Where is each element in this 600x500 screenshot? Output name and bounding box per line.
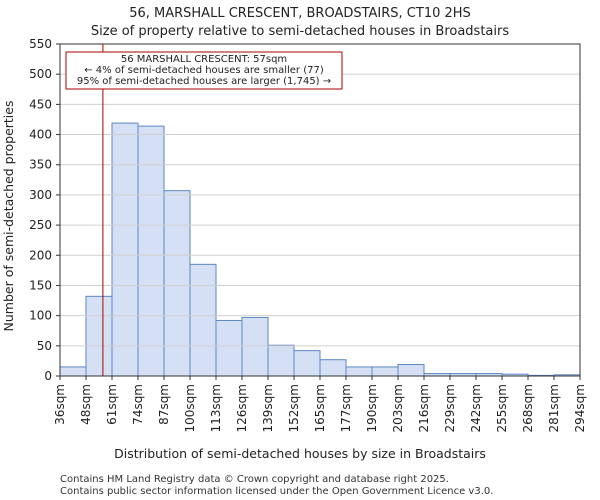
histogram-bar — [345, 366, 373, 377]
histogram-bar — [371, 366, 399, 377]
x-axis-label: Distribution of semi-detached houses by … — [114, 446, 486, 461]
y-tick-label: 450 — [29, 97, 52, 111]
x-tick-label: 113sqm — [209, 384, 223, 432]
histogram-bar — [189, 263, 217, 377]
y-tick-label: 50 — [37, 339, 52, 353]
annotation-box — [65, 51, 343, 90]
histogram-bar — [215, 319, 243, 377]
x-tick-label: 190sqm — [365, 384, 379, 432]
x-tick-label: 216sqm — [417, 384, 431, 432]
histogram-bar — [111, 122, 139, 377]
annotation-line-1: 56 MARSHALL CRESCENT: 57sqm — [121, 54, 287, 65]
bars-group — [59, 122, 581, 377]
x-tick-label: 268sqm — [521, 384, 535, 432]
annotation-line-3: 95% of semi-detached houses are larger (… — [77, 76, 331, 87]
chart-subtitle: Size of property relative to semi-detach… — [91, 24, 509, 39]
histogram-bar — [267, 344, 295, 377]
x-tick-label: 203sqm — [391, 384, 405, 432]
annotation-line-2: ← 4% of semi-detached houses are smaller… — [84, 65, 324, 76]
x-tick-label: 152sqm — [287, 384, 301, 432]
x-tick-label: 255sqm — [495, 384, 509, 432]
x-tick-label: 61sqm — [105, 384, 119, 425]
histogram-bar — [293, 350, 321, 377]
y-tick-label: 200 — [29, 248, 52, 262]
x-tick-label: 177sqm — [339, 384, 353, 432]
x-tick-label: 294sqm — [573, 384, 587, 432]
x-tick-label: 242sqm — [469, 384, 483, 432]
chart-title: 56, MARSHALL CRESCENT, BROADSTAIRS, CT10… — [129, 6, 471, 21]
x-tick-label: 87sqm — [157, 384, 171, 425]
x-tick-label: 74sqm — [131, 384, 145, 425]
histogram-bar — [163, 190, 191, 377]
x-tick-label: 36sqm — [53, 384, 67, 425]
x-tick-label: 165sqm — [313, 384, 327, 432]
y-tick-label: 500 — [29, 67, 52, 81]
x-tick-label: 229sqm — [443, 384, 457, 432]
histogram-bar — [241, 316, 269, 377]
histogram-bar — [137, 125, 165, 377]
x-tick-label: 100sqm — [183, 384, 197, 432]
y-tick-label: 300 — [29, 188, 52, 202]
y-tick-label: 400 — [29, 128, 52, 142]
histogram-bar — [85, 295, 113, 377]
x-tick-label: 126sqm — [235, 384, 249, 432]
y-tick-label: 250 — [29, 218, 52, 232]
histogram-bar — [59, 366, 87, 377]
y-tick-label: 350 — [29, 158, 52, 172]
y-axis-label: Number of semi-detached properties — [1, 101, 16, 332]
histogram-bar — [319, 359, 347, 377]
y-tick-label: 0 — [44, 369, 52, 383]
footer-line-1: Contains HM Land Registry data © Crown c… — [60, 474, 449, 485]
plot-frame — [59, 43, 581, 377]
y-tick-label: 100 — [29, 309, 52, 323]
y-tick-label: 550 — [29, 37, 52, 51]
footer-line-2: Contains public sector information licen… — [60, 486, 493, 497]
x-tick-label: 139sqm — [261, 384, 275, 432]
x-tick-label: 48sqm — [79, 384, 93, 425]
histogram-bar — [397, 364, 425, 377]
y-tick-label: 150 — [29, 278, 52, 292]
x-tick-label: 281sqm — [547, 384, 561, 432]
x-axis-ticks: 36sqm 48sqm 61sqm 74sqm 87sqm 100sqm 113sqm 126… — [53, 376, 587, 432]
